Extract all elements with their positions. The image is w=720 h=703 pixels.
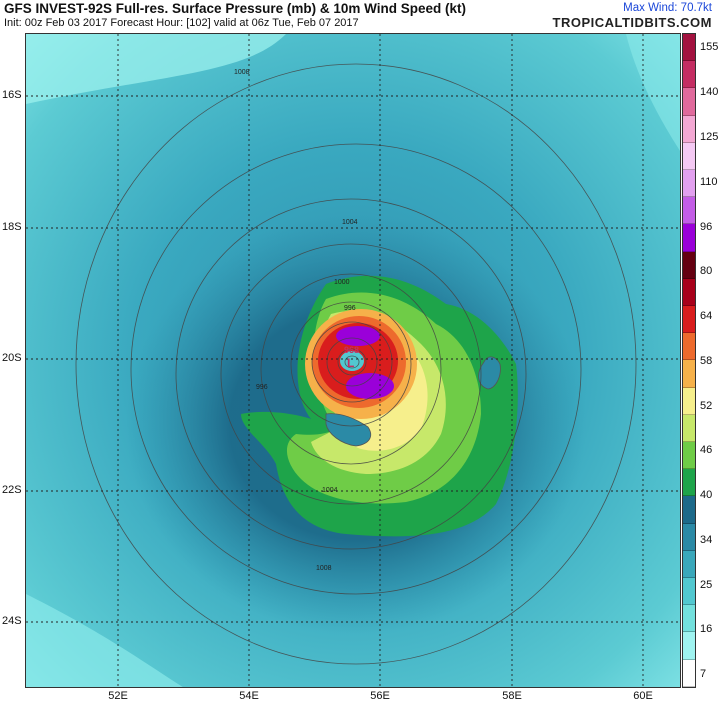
colorbar-segment	[683, 88, 695, 116]
isobar-label: 1004	[322, 487, 338, 494]
colorbar-segment	[683, 197, 695, 225]
calm-region-southwest	[26, 594, 183, 687]
colorbar-label: 40	[700, 489, 713, 501]
colorbar-segment	[683, 414, 695, 443]
colorbar-segment	[683, 578, 695, 606]
colorbar-label: 46	[700, 444, 713, 456]
wind-pressure-map: 1008 1004 1000 996 1004 1008 996 968 L	[26, 34, 680, 687]
colorbar-label: 96	[700, 221, 713, 233]
wind-max-south	[346, 373, 394, 399]
center-pressure-label: 968	[344, 345, 359, 355]
colorbar-segment	[683, 251, 695, 279]
colorbar-label: 64	[700, 310, 713, 322]
isobar-label: 1000	[334, 279, 350, 286]
isobar-label: 996	[256, 384, 268, 391]
colorbar-label: 125	[700, 131, 719, 143]
colorbar-segment	[683, 360, 695, 388]
colorbar-segment	[683, 632, 695, 660]
lat-lon-gridlines	[26, 34, 680, 687]
colorbar-label: 7	[700, 668, 707, 680]
colorbar-segment	[683, 442, 695, 470]
mauritius-island	[478, 356, 501, 390]
low-center-marker: L	[347, 356, 354, 370]
colorbar-segment	[683, 34, 695, 62]
colorbar-label: 16	[700, 623, 713, 635]
colorbar-segment	[683, 142, 695, 171]
lon-label: 56E	[370, 690, 390, 702]
colorbar-label: 80	[700, 265, 713, 277]
lon-label: 58E	[502, 690, 522, 702]
colorbar-label: 58	[700, 355, 713, 367]
colorbar-segment	[683, 550, 695, 579]
header: GFS INVEST-92S Full-res. Surface Pressur…	[0, 0, 720, 32]
colorbar-segment	[683, 496, 695, 524]
colorbar-segment	[683, 523, 695, 551]
max-wind-label: Max Wind: 70.7kt	[623, 2, 712, 14]
isobar-label: 1008	[316, 565, 332, 572]
colorbar-segment	[683, 659, 695, 687]
brand-logo: TROPICALTIDBITS.COM	[552, 15, 712, 30]
colorbar-segment	[683, 278, 695, 307]
colorbar-segment	[683, 170, 695, 198]
storm-eye	[340, 351, 364, 371]
lat-label: 20S	[2, 352, 22, 364]
lon-label: 54E	[239, 690, 259, 702]
colorbar-label: 25	[700, 579, 713, 591]
lon-label: 52E	[108, 690, 128, 702]
colorbar	[682, 33, 696, 688]
colorbar-segment	[683, 333, 695, 361]
calm-region-north	[26, 34, 286, 104]
lat-label: 22S	[2, 484, 22, 496]
reunion-island	[325, 413, 372, 447]
wind-max-north	[336, 326, 380, 346]
map-panel: 1008 1004 1000 996 1004 1008 996 968 L	[25, 33, 681, 688]
colorbar-label: 34	[700, 534, 713, 546]
colorbar-segment	[683, 224, 695, 252]
isobar-label: 996	[344, 305, 356, 312]
forecast-info: Init: 00z Feb 03 2017 Forecast Hour: [10…	[4, 17, 359, 29]
colorbar-segment	[683, 61, 695, 89]
colorbar-label: 140	[700, 86, 719, 98]
isobar-label: 1004	[342, 219, 358, 226]
lat-label: 16S	[2, 89, 22, 101]
lon-label: 60E	[633, 690, 653, 702]
colorbar-segment	[683, 115, 695, 143]
colorbar-label: 52	[700, 400, 713, 412]
colorbar-segment	[683, 469, 695, 497]
lat-label: 24S	[2, 615, 22, 627]
lat-label: 18S	[2, 221, 22, 233]
colorbar-segment	[683, 306, 695, 334]
colorbar-label: 155	[700, 41, 719, 53]
isobar-label: 1008	[234, 69, 250, 76]
chart-title: GFS INVEST-92S Full-res. Surface Pressur…	[4, 1, 466, 16]
colorbar-segment	[683, 387, 695, 415]
calm-region-northeast	[626, 34, 680, 151]
colorbar-label: 110	[700, 176, 718, 188]
isobars	[75, 63, 637, 665]
colorbar-segment	[683, 605, 695, 633]
